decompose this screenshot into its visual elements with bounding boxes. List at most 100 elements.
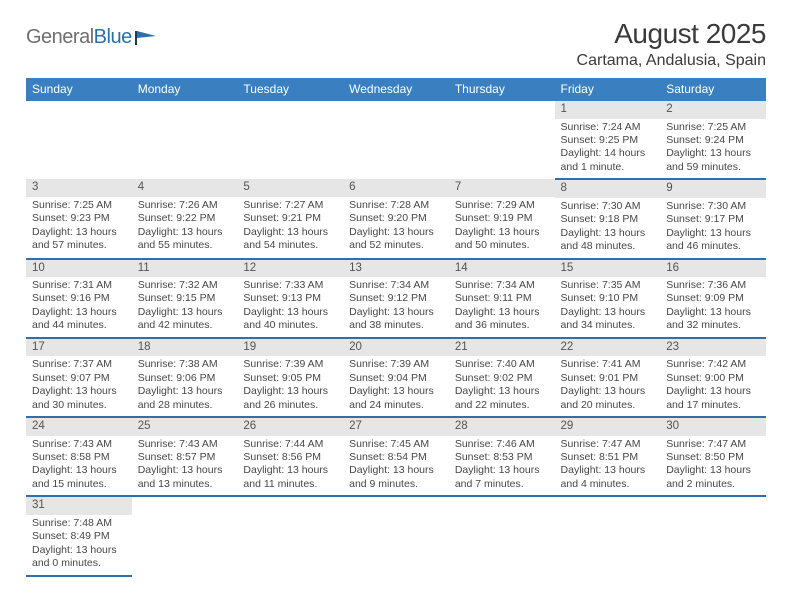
sunset-line: Sunset: 9:04 PM (349, 372, 443, 385)
sunset-line: Sunset: 9:25 PM (561, 134, 655, 147)
calendar-row: 10Sunrise: 7:31 AMSunset: 9:16 PMDayligh… (26, 259, 766, 338)
calendar-cell: 28Sunrise: 7:46 AMSunset: 8:53 PMDayligh… (449, 417, 555, 496)
calendar-cell: 6Sunrise: 7:28 AMSunset: 9:20 PMDaylight… (343, 179, 449, 258)
sunset-line: Sunset: 9:20 PM (349, 212, 443, 225)
daylight-line: Daylight: 13 hours and 32 minutes. (666, 306, 760, 333)
sunset-line: Sunset: 9:13 PM (243, 292, 337, 305)
sunrise-line: Sunrise: 7:33 AM (243, 279, 337, 292)
calendar-cell: 2Sunrise: 7:25 AMSunset: 9:24 PMDaylight… (660, 101, 766, 180)
calendar-row: 17Sunrise: 7:37 AMSunset: 9:07 PMDayligh… (26, 338, 766, 417)
calendar-cell: 10Sunrise: 7:31 AMSunset: 9:16 PMDayligh… (26, 259, 132, 338)
calendar-body: 1Sunrise: 7:24 AMSunset: 9:25 PMDaylight… (26, 101, 766, 576)
day-number: 5 (237, 179, 343, 197)
day-number: 12 (237, 260, 343, 278)
sunrise-line: Sunrise: 7:43 AM (32, 438, 126, 451)
day-number: 21 (449, 339, 555, 357)
sunrise-line: Sunrise: 7:48 AM (32, 517, 126, 530)
calendar-cell-empty (237, 496, 343, 575)
sunrise-line: Sunrise: 7:38 AM (138, 358, 232, 371)
daylight-line: Daylight: 13 hours and 48 minutes. (561, 227, 655, 254)
sunrise-line: Sunrise: 7:30 AM (561, 200, 655, 213)
weekday-header: Saturday (660, 78, 766, 101)
sunrise-line: Sunrise: 7:27 AM (243, 199, 337, 212)
day-number: 18 (132, 339, 238, 357)
logo-text-general: General (26, 26, 94, 49)
calendar-cell: 15Sunrise: 7:35 AMSunset: 9:10 PMDayligh… (555, 259, 661, 338)
sunrise-line: Sunrise: 7:41 AM (561, 358, 655, 371)
sunrise-line: Sunrise: 7:31 AM (32, 279, 126, 292)
weekday-header: Sunday (26, 78, 132, 101)
weekday-header: Friday (555, 78, 661, 101)
calendar-cell: 13Sunrise: 7:34 AMSunset: 9:12 PMDayligh… (343, 259, 449, 338)
calendar-cell: 12Sunrise: 7:33 AMSunset: 9:13 PMDayligh… (237, 259, 343, 338)
day-details: Sunrise: 7:38 AMSunset: 9:06 PMDaylight:… (132, 356, 238, 416)
day-number: 27 (343, 418, 449, 436)
calendar-cell: 23Sunrise: 7:42 AMSunset: 9:00 PMDayligh… (660, 338, 766, 417)
sunrise-line: Sunrise: 7:24 AM (561, 121, 655, 134)
month-title: August 2025 (577, 18, 766, 50)
day-details: Sunrise: 7:40 AMSunset: 9:02 PMDaylight:… (449, 356, 555, 416)
day-details: Sunrise: 7:30 AMSunset: 9:18 PMDaylight:… (555, 198, 661, 258)
daylight-line: Daylight: 13 hours and 17 minutes. (666, 385, 760, 412)
sunrise-line: Sunrise: 7:25 AM (32, 199, 126, 212)
calendar-row: 1Sunrise: 7:24 AMSunset: 9:25 PMDaylight… (26, 101, 766, 180)
sunrise-line: Sunrise: 7:35 AM (561, 279, 655, 292)
day-details: Sunrise: 7:24 AMSunset: 9:25 PMDaylight:… (555, 119, 661, 179)
calendar-cell: 19Sunrise: 7:39 AMSunset: 9:05 PMDayligh… (237, 338, 343, 417)
day-details: Sunrise: 7:34 AMSunset: 9:12 PMDaylight:… (343, 277, 449, 337)
calendar-cell-empty (237, 101, 343, 180)
daylight-line: Daylight: 13 hours and 55 minutes. (138, 226, 232, 253)
daylight-line: Daylight: 13 hours and 15 minutes. (32, 464, 126, 491)
calendar-cell: 30Sunrise: 7:47 AMSunset: 8:50 PMDayligh… (660, 417, 766, 496)
calendar-cell-empty (555, 496, 661, 575)
day-details: Sunrise: 7:36 AMSunset: 9:09 PMDaylight:… (660, 277, 766, 337)
logo-text-blue: Blue (94, 26, 132, 49)
sunset-line: Sunset: 9:23 PM (32, 212, 126, 225)
day-details: Sunrise: 7:31 AMSunset: 9:16 PMDaylight:… (26, 277, 132, 337)
day-details: Sunrise: 7:39 AMSunset: 9:05 PMDaylight:… (237, 356, 343, 416)
daylight-line: Daylight: 13 hours and 36 minutes. (455, 306, 549, 333)
sunset-line: Sunset: 9:21 PM (243, 212, 337, 225)
calendar-cell: 29Sunrise: 7:47 AMSunset: 8:51 PMDayligh… (555, 417, 661, 496)
sunrise-line: Sunrise: 7:36 AM (666, 279, 760, 292)
daylight-line: Daylight: 13 hours and 38 minutes. (349, 306, 443, 333)
sunrise-line: Sunrise: 7:34 AM (349, 279, 443, 292)
daylight-line: Daylight: 13 hours and 22 minutes. (455, 385, 549, 412)
calendar-cell-empty (26, 101, 132, 180)
sunset-line: Sunset: 9:24 PM (666, 134, 760, 147)
day-details: Sunrise: 7:25 AMSunset: 9:23 PMDaylight:… (26, 197, 132, 257)
sunset-line: Sunset: 9:15 PM (138, 292, 232, 305)
daylight-line: Daylight: 13 hours and 46 minutes. (666, 227, 760, 254)
calendar-cell-empty (132, 101, 238, 180)
day-number: 3 (26, 179, 132, 197)
calendar-cell-empty (449, 496, 555, 575)
day-details: Sunrise: 7:42 AMSunset: 9:00 PMDaylight:… (660, 356, 766, 416)
day-details: Sunrise: 7:48 AMSunset: 8:49 PMDaylight:… (26, 515, 132, 575)
sunset-line: Sunset: 9:01 PM (561, 372, 655, 385)
sunset-line: Sunset: 9:05 PM (243, 372, 337, 385)
day-details: Sunrise: 7:47 AMSunset: 8:50 PMDaylight:… (660, 436, 766, 496)
header: GeneralBlue August 2025 Cartama, Andalus… (26, 18, 766, 70)
day-details: Sunrise: 7:35 AMSunset: 9:10 PMDaylight:… (555, 277, 661, 337)
daylight-line: Daylight: 13 hours and 57 minutes. (32, 226, 126, 253)
calendar-cell: 31Sunrise: 7:48 AMSunset: 8:49 PMDayligh… (26, 496, 132, 575)
sunrise-line: Sunrise: 7:29 AM (455, 199, 549, 212)
sunset-line: Sunset: 8:58 PM (32, 451, 126, 464)
day-number: 9 (660, 180, 766, 198)
calendar-cell: 8Sunrise: 7:30 AMSunset: 9:18 PMDaylight… (555, 179, 661, 258)
weekday-header: Thursday (449, 78, 555, 101)
day-details: Sunrise: 7:47 AMSunset: 8:51 PMDaylight:… (555, 436, 661, 496)
calendar-cell: 7Sunrise: 7:29 AMSunset: 9:19 PMDaylight… (449, 179, 555, 258)
day-number: 29 (555, 418, 661, 436)
day-number: 17 (26, 339, 132, 357)
sunset-line: Sunset: 9:10 PM (561, 292, 655, 305)
day-number: 7 (449, 179, 555, 197)
sunrise-line: Sunrise: 7:42 AM (666, 358, 760, 371)
calendar-head: SundayMondayTuesdayWednesdayThursdayFrid… (26, 78, 766, 101)
sunrise-line: Sunrise: 7:47 AM (666, 438, 760, 451)
calendar-cell: 16Sunrise: 7:36 AMSunset: 9:09 PMDayligh… (660, 259, 766, 338)
day-details: Sunrise: 7:29 AMSunset: 9:19 PMDaylight:… (449, 197, 555, 257)
sunrise-line: Sunrise: 7:39 AM (243, 358, 337, 371)
day-details: Sunrise: 7:39 AMSunset: 9:04 PMDaylight:… (343, 356, 449, 416)
calendar-cell: 17Sunrise: 7:37 AMSunset: 9:07 PMDayligh… (26, 338, 132, 417)
